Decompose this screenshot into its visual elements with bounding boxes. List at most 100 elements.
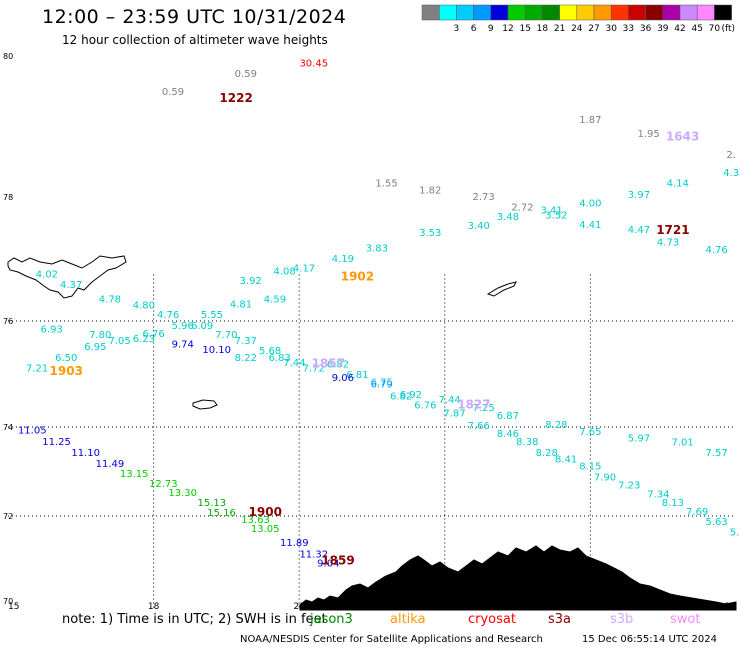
colorbar-swatch [473,4,492,21]
wave-height-value: 6.92 [400,390,422,401]
wave-height-value: 4.73 [657,237,679,248]
colorbar-swatch [628,4,646,21]
colorbar-tick-label: 39 [657,24,669,34]
wave-height-value: 7.66 [468,421,490,432]
colorbar-swatch [696,4,715,21]
colorbar-tick-label: 6 [471,24,477,34]
wave-height-value: 6.50 [55,353,77,364]
wave-height-value: 13.05 [251,524,280,535]
longitude-tick-label: 15 [8,602,19,612]
wave-height-value: 7.25 [472,403,494,414]
colorbar-tick-label: 9 [488,24,494,34]
colorbar-swatch [593,4,612,21]
colorbar-tick-label: 27 [588,24,599,34]
legend-altika: altika [390,612,426,627]
bear-island-coastline [192,399,218,410]
wave-height-value: 4.02 [36,270,58,281]
wave-height-value: 11.25 [42,437,71,448]
wave-height-value: 4.08 [274,267,296,278]
pass-time-label: 1721 [656,223,689,237]
wave-height-value: 5.96 [172,321,194,332]
wave-height-value: 7.65 [579,427,601,438]
colorbar-swatch [645,4,664,21]
map-subtitle: 12 hour collection of altimeter wave hei… [62,33,328,47]
wave-height-value: 4.76 [705,245,727,256]
wave-height-value: 5.34 [730,527,740,538]
wave-height-value: 4.78 [99,294,121,305]
wave-height-value: 4.80 [133,301,155,312]
wave-height-value: 6.23 [133,334,155,345]
latitude-tick-label: 80 [3,52,13,61]
wave-height-value: 7.21 [26,363,48,374]
wave-height-value: 9.74 [172,340,194,351]
pass-time-label: 1643 [666,130,699,144]
colorbar-swatch [559,4,578,21]
longitude-tick-label: 18 [148,602,160,612]
wave-height-value: 30.45 [299,59,328,70]
footer-generated-timestamp: 15 Dec 06:55:14 UTC 2024 [582,634,717,645]
wave-height-value: 3.48 [497,212,519,223]
colorbar-swatch [610,4,629,21]
wave-height-value: 13.30 [168,488,197,499]
wave-height-value: 13.15 [120,469,149,480]
colorbar-tick-label: 18 [537,24,549,34]
wave-height-value: 6.76 [414,400,436,411]
lat-lon-grid: 151821242730807876747270 [3,52,736,612]
colorbar-tick-label: 3 [454,24,460,34]
wave-height-value: 15.16 [207,508,236,519]
latitude-tick-label: 78 [3,193,13,202]
longitude-tick-label: 21 [293,602,304,612]
colorbar-tick-label: 70 [709,24,721,34]
wave-height-value: 2.73 [472,192,494,203]
colorbar-tick-label: 45 [691,24,702,34]
wave-height-value: 6.76 [142,329,164,340]
wave-height-value: 3.92 [240,276,262,287]
colorbar-tick-label: 12 [502,24,513,34]
wave-height-value: 6.82 [327,360,349,371]
wave-height-value: 0.59 [235,69,257,80]
wave-height-value: 4.47 [628,225,650,236]
wave-height-value: 4.59 [264,294,286,305]
wave-height-value: 8.13 [662,498,684,509]
latitude-tick-label: 74 [3,423,13,432]
wave-height-value: 6.09 [191,321,213,332]
pass-time-label: 1903 [50,364,83,378]
colorbar-swatch [576,4,595,21]
colorbar-tick-label: 21 [554,24,565,34]
wave-height-value: 6.83 [269,353,291,364]
colorbar-swatch [662,4,681,21]
colorbar-swatch [524,4,543,21]
colorbar-swatch [456,4,474,21]
colorbar-tick-label: 30 [605,24,617,34]
pass-time-label: 1857 [312,357,345,371]
wave-height-value: 7.44 [283,358,305,369]
latitude-tick-label: 72 [3,512,13,521]
wave-height-value: 7.01 [671,438,693,449]
wave-height-value: 8.15 [579,461,601,472]
wave-height-value: 6.93 [41,325,63,336]
wave-height-value: 2. [726,150,736,161]
wave-height-value: 7.34 [647,489,669,500]
wave-height-value: 6.75 [371,378,393,389]
wave-height-value: 7.37 [235,336,257,347]
colorbar-tick-label: 24 [571,24,583,34]
wave-height-value: 8.41 [555,455,577,466]
wave-height-value: 6.79 [371,379,393,390]
wave-height-value: 1.55 [375,178,397,189]
wave-height-value: 7.72 [303,363,325,374]
wave-height-value: 15.13 [198,498,227,509]
colorbar-tick-label: 36 [640,24,652,34]
colorbar-unit-label: (ft) [721,24,735,34]
wave-height-observations: 0.59 0.59 30.45 1.87 1.95 2. 4.3 4.14 3.97 1.55 1.… [18,59,740,570]
satellite-pass-times: 1222 1643 1721 1902 1903 1857 1827 1900 1859 [50,91,700,567]
wave-height-value: 4.00 [579,198,601,209]
land-coastline [7,255,517,410]
legend-s3a: s3a [548,612,572,627]
wave-height-value: 7.90 [594,472,616,483]
wave-height-value: 1.87 [579,115,601,126]
colorbar-swatch [507,4,526,21]
wave-height-value: 7.80 [89,330,111,341]
wave-height-value: 9.04 [317,559,339,570]
